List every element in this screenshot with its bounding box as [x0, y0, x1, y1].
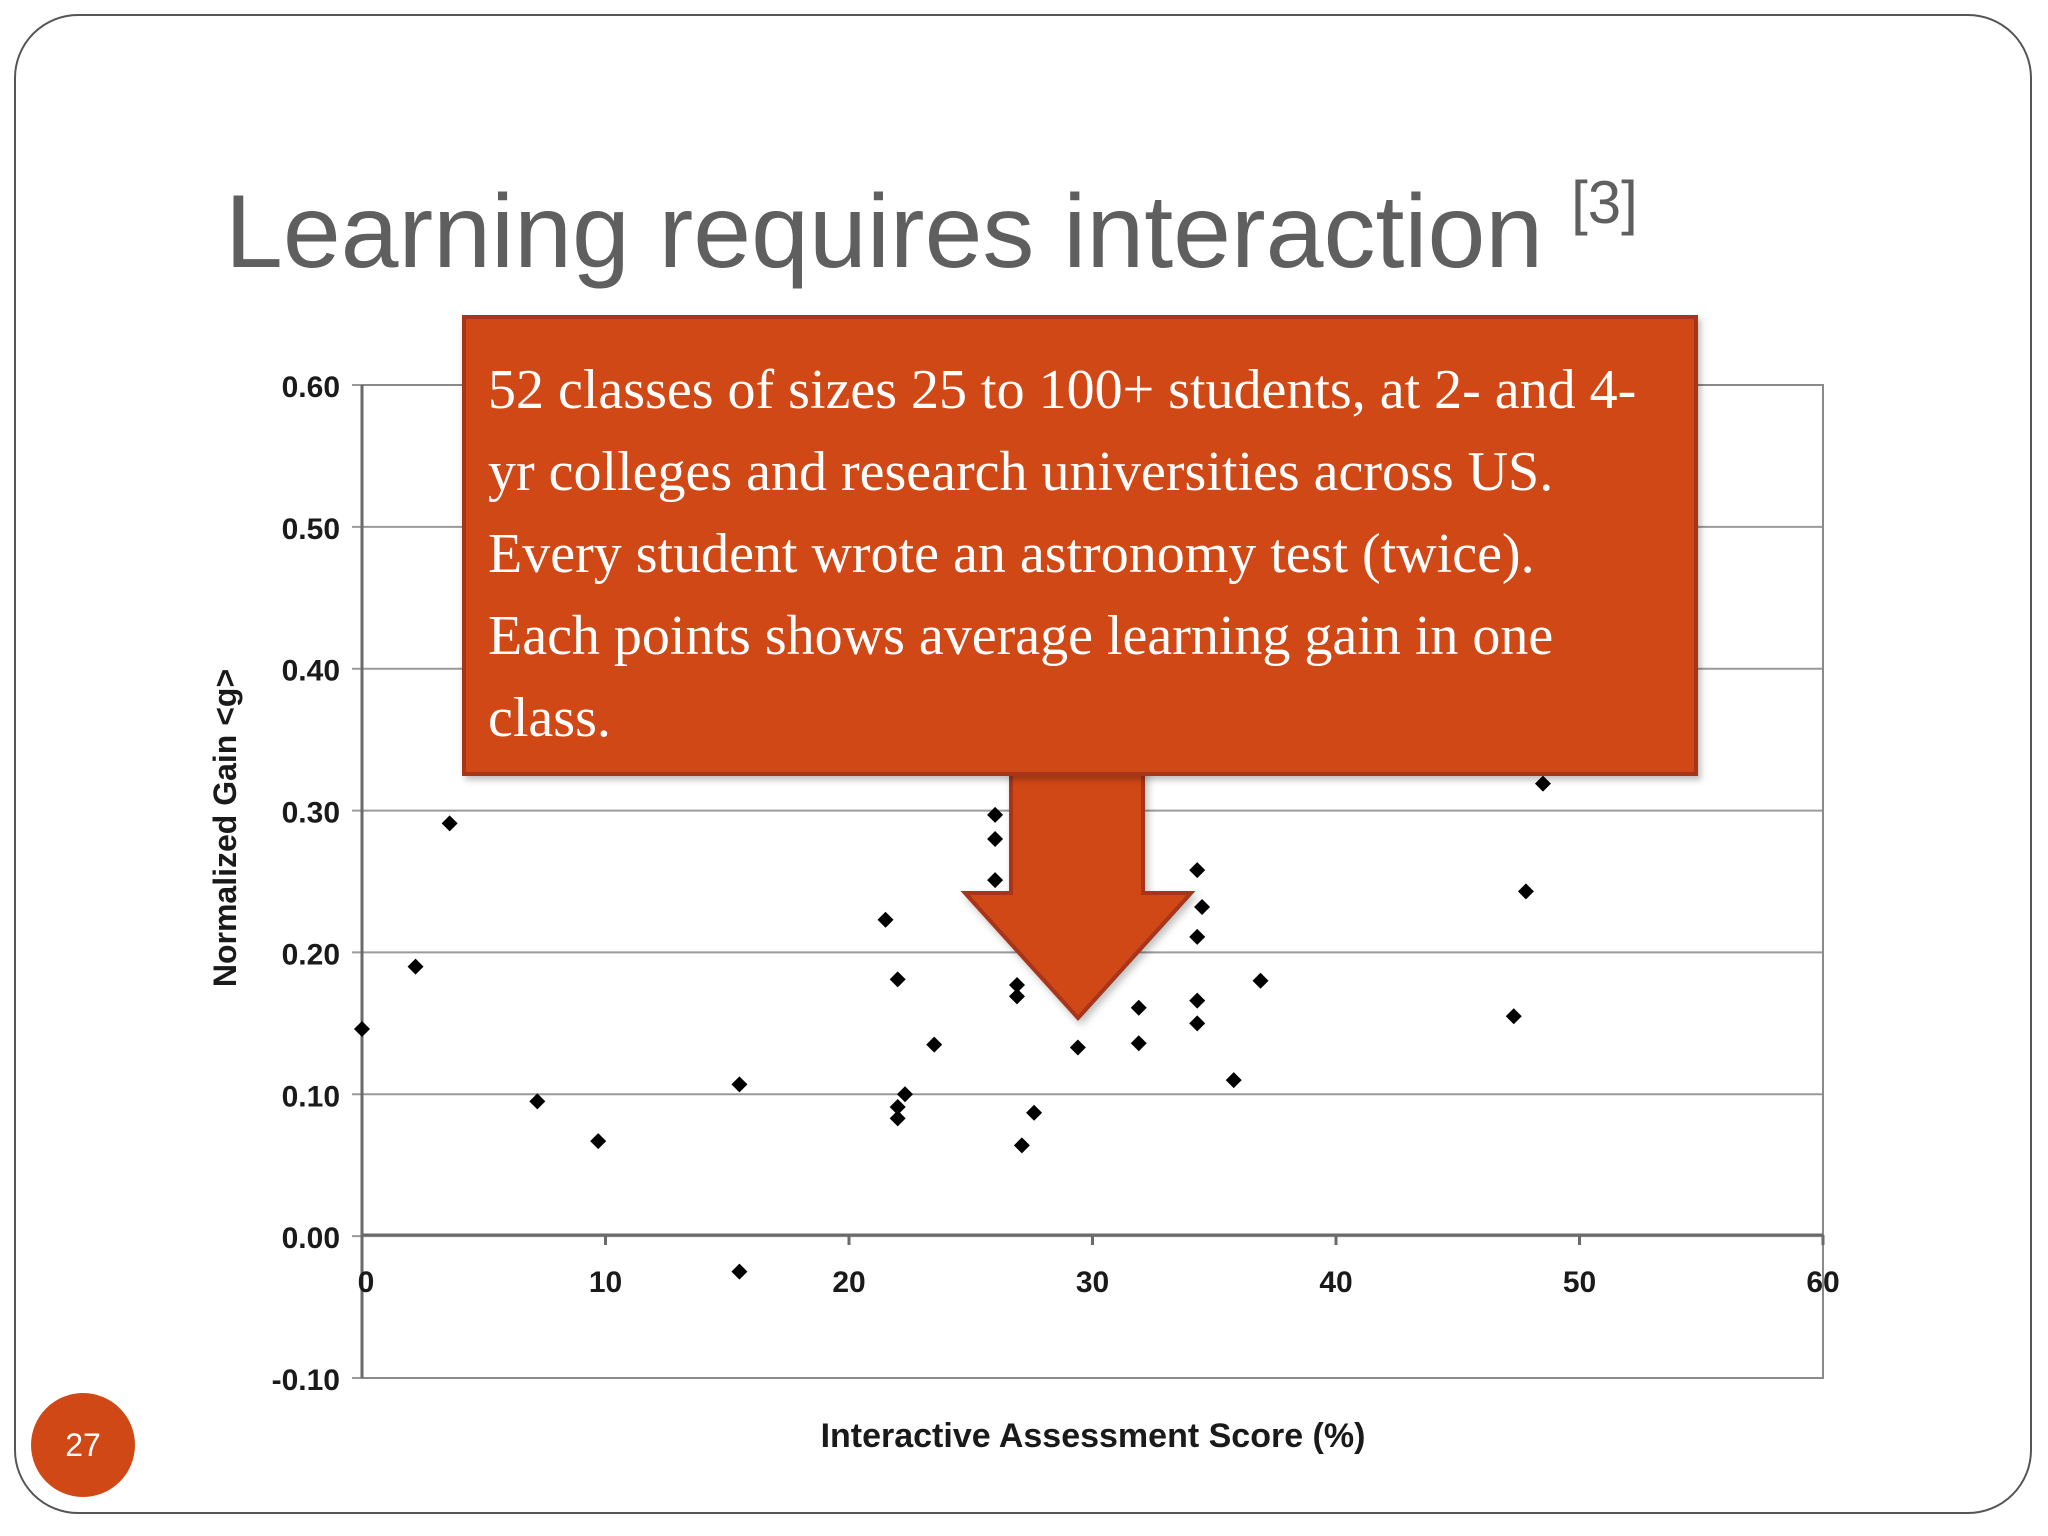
data-point: [1252, 972, 1269, 989]
data-point: [1026, 1104, 1043, 1121]
data-point: [590, 1133, 607, 1150]
x-tick-label: 40: [1319, 1266, 1352, 1299]
data-point: [1189, 1015, 1206, 1032]
data-point: [354, 1021, 370, 1038]
data-point: [731, 1076, 748, 1093]
data-point: [1189, 992, 1206, 1009]
page-number-badge: 27: [31, 1393, 135, 1497]
callout-box: 52 classes of sizes 25 to 100+ students,…: [462, 315, 1698, 776]
data-point: [1505, 1008, 1522, 1025]
data-point: [1189, 928, 1206, 945]
data-point: [441, 815, 458, 832]
x-tick-label: 30: [1076, 1266, 1109, 1299]
y-tick-label: 0.30: [282, 797, 340, 830]
y-tick-label: 0.10: [282, 1080, 340, 1113]
x-tick-label: 10: [589, 1266, 622, 1299]
data-point: [889, 971, 906, 988]
data-point: [1009, 988, 1026, 1005]
y-tick-label: 0.40: [282, 655, 340, 688]
data-point: [926, 1036, 943, 1053]
data-point: [1009, 977, 1026, 994]
data-point: [1130, 999, 1147, 1016]
data-point: [1517, 883, 1534, 900]
data-point: [1013, 1137, 1030, 1154]
data-point: [407, 958, 424, 975]
data-point: [1069, 1039, 1086, 1056]
data-point: [529, 1093, 546, 1110]
x-tick-label: 0: [358, 1266, 375, 1299]
x-tick-label: 20: [832, 1266, 865, 1299]
data-point: [1130, 1035, 1147, 1052]
data-point: [987, 830, 1004, 847]
data-point: [889, 1110, 906, 1127]
data-point: [877, 911, 894, 928]
callout-arrow: [960, 758, 1196, 1021]
y-tick-label: 0.20: [282, 938, 340, 971]
y-tick-label: 0.60: [282, 371, 340, 404]
data-point: [1534, 775, 1551, 792]
citation-marker: [3]: [1571, 169, 1638, 237]
data-point: [731, 1263, 748, 1280]
x-tick-label: 50: [1563, 1266, 1596, 1299]
data-point: [897, 1086, 914, 1103]
slide-title-text: Learning requires interaction: [225, 174, 1544, 290]
data-point: [1189, 862, 1206, 879]
page-number: 27: [65, 1426, 101, 1463]
y-tick-label: 0.50: [282, 513, 340, 546]
x-axis-title: Interactive Assessment Score (%): [821, 1417, 1366, 1455]
y-tick-label: -0.10: [272, 1364, 340, 1397]
slide-title: Learning requires interaction [3]: [225, 169, 1638, 295]
x-tick-label: 60: [1806, 1266, 1839, 1299]
data-point: [889, 1099, 906, 1116]
data-point: [1225, 1072, 1242, 1089]
data-point: [1194, 899, 1211, 916]
data-point: [987, 806, 1004, 823]
y-tick-label: 0.00: [282, 1222, 340, 1255]
y-axis-title: Normalized Gain <g>: [207, 669, 243, 987]
data-point: [987, 872, 1004, 889]
callout-text: 52 classes of sizes 25 to 100+ students,…: [488, 359, 1637, 749]
